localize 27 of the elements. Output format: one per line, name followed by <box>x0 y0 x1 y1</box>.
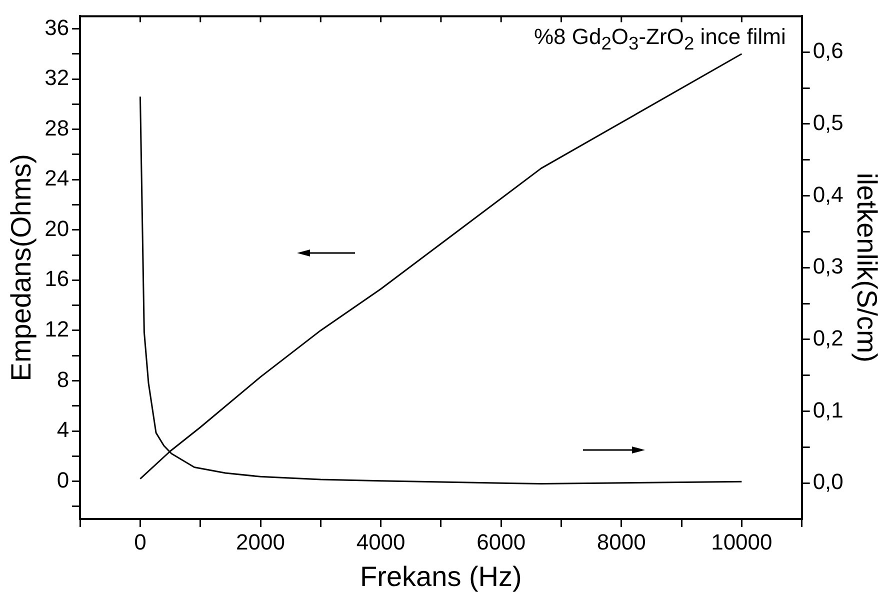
y-tick-label: 16 <box>44 266 70 292</box>
y2-tick-label: 0,0 <box>812 469 844 494</box>
y-tick-label: 24 <box>44 166 70 191</box>
y-tick-label: 36 <box>44 14 70 40</box>
y2-tick-label: 0,5 <box>812 110 844 136</box>
x-tick-label: 10000 <box>711 529 772 554</box>
y-tick-label: 4 <box>56 417 70 442</box>
x-tick-label: 6000 <box>476 529 526 554</box>
y-tick-label: 28 <box>44 115 70 140</box>
annotation: %8 Gd$_{2}$O$_{3}$-ZrO$_{2}$ ince filmi <box>534 24 786 55</box>
y-tick-label: 20 <box>44 216 70 241</box>
y-tick-label: 8 <box>56 366 70 392</box>
y2-tick-label: 0,1 <box>812 397 844 422</box>
y-tick-label: 0 <box>56 467 70 492</box>
y2-axis-title: iletkenlik(S/cm) <box>851 172 882 363</box>
y-tick-label: 32 <box>44 65 70 90</box>
y2-tick-label: 0,6 <box>812 38 844 64</box>
y2-tick-label: 0,2 <box>812 325 844 350</box>
y-tick-label: 12 <box>44 316 70 342</box>
x-tick-label: 2000 <box>236 529 285 554</box>
y-axis-title: Empedans(Ohms) <box>6 154 37 382</box>
x-tick-label: 8000 <box>596 529 646 554</box>
x-tick-label: 4000 <box>356 529 406 554</box>
y2-tick-label: 0,4 <box>812 182 844 207</box>
x-axis-title: Frekans (Hz) <box>360 560 522 592</box>
x-tick-label: 0 <box>134 529 146 554</box>
y2-tick-label: 0,3 <box>812 254 844 279</box>
